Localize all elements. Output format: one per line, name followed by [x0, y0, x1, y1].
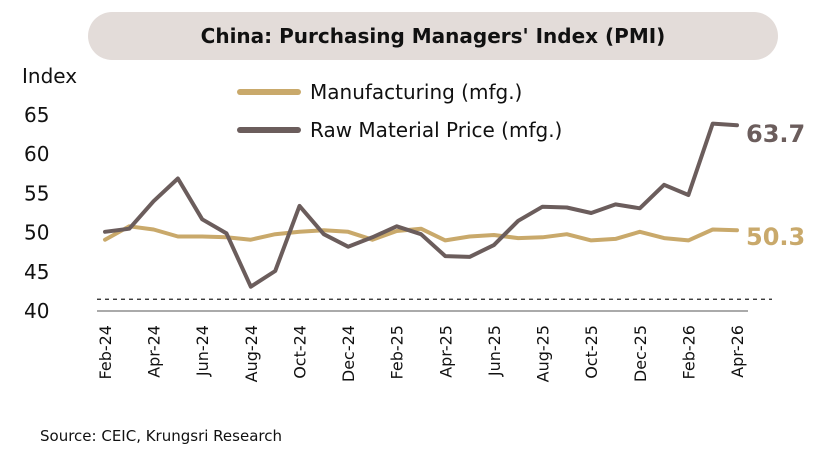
- x-tick-label: Aug-24: [242, 325, 261, 382]
- x-tick-label: Feb-26: [679, 325, 698, 379]
- y-tick-label: 45: [24, 260, 49, 284]
- y-tick-label: 50: [24, 221, 49, 245]
- x-tick-label: Apr-25: [436, 325, 455, 378]
- series-line-manufacturing: [103, 224, 739, 243]
- series-end-label: 63.7: [746, 120, 805, 148]
- series-line-raw-material-price: [103, 121, 739, 289]
- y-tick-label: 40: [24, 299, 49, 323]
- x-tick-label: Jun-24: [193, 325, 212, 377]
- y-axis-label: Index: [22, 64, 77, 88]
- y-tick-label: 65: [24, 103, 49, 127]
- x-tick-label: Dec-24: [339, 325, 358, 382]
- series-end-label: 50.3: [746, 223, 805, 251]
- legend-label: Manufacturing (mfg.): [310, 80, 522, 104]
- x-tick-label: Oct-24: [290, 325, 309, 379]
- x-tick-label: Oct-25: [582, 325, 601, 379]
- y-tick-label: 60: [24, 142, 49, 166]
- x-tick-label: Jun-25: [485, 325, 504, 377]
- x-tick-label: Aug-25: [534, 325, 553, 382]
- x-tick-label: Apr-26: [728, 325, 747, 378]
- y-tick-label: 55: [24, 181, 49, 205]
- x-tick-label: Apr-24: [145, 325, 164, 378]
- x-tick-label: Feb-24: [96, 325, 115, 379]
- x-tick-label: Dec-25: [631, 325, 650, 382]
- chart-title: China: Purchasing Managers' Index (PMI): [200, 24, 666, 48]
- x-tick-label: Feb-25: [388, 325, 407, 379]
- source-note: Source: CEIC, Krungsri Research: [40, 427, 282, 445]
- chart-title-banner: China: Purchasing Managers' Index (PMI): [88, 12, 778, 60]
- legend-label: Raw Material Price (mfg.): [310, 118, 562, 142]
